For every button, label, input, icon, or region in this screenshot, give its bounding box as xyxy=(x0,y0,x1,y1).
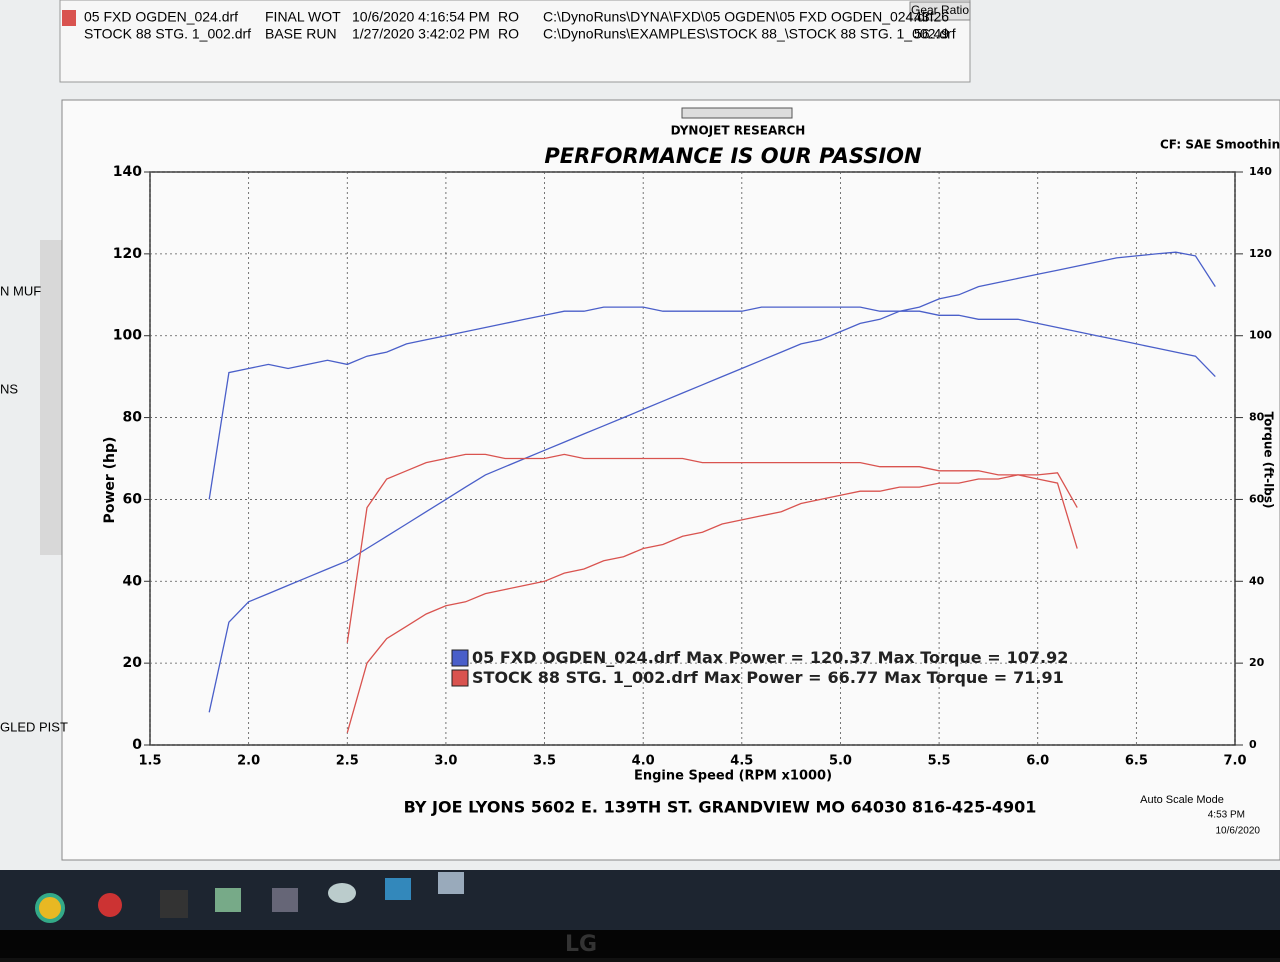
col-header: Gear Ratio xyxy=(911,3,969,17)
max-power: 120.37 xyxy=(810,648,872,667)
file-mode: RO xyxy=(498,9,519,25)
max-power: 66.77 xyxy=(828,668,879,687)
y-axis-title: Power (hp) xyxy=(102,437,118,524)
chart-panel xyxy=(61,99,1280,861)
app-icon[interactable] xyxy=(98,893,122,917)
x-tick-label: 2.0 xyxy=(237,754,260,769)
file-path: C:\DynoRuns\EXAMPLES\STOCK 88_\STOCK 88 … xyxy=(543,26,956,42)
x-tick-label: 3.5 xyxy=(533,754,556,769)
file-note: BASE RUN xyxy=(265,26,337,42)
x-tick-label: 2.5 xyxy=(336,754,359,769)
power-line xyxy=(346,472,1078,733)
app-icon[interactable] xyxy=(385,878,411,900)
app-icon[interactable] xyxy=(215,888,241,912)
file-mode: RO xyxy=(498,26,519,42)
side-label: N MUF xyxy=(0,283,41,298)
file-list xyxy=(59,0,971,83)
y-tick-label: 140 xyxy=(113,164,142,180)
brand: LG xyxy=(565,932,597,957)
app-icon[interactable] xyxy=(438,872,464,894)
clock-time: 4:53 PM xyxy=(1208,810,1245,821)
legend-name: 05 FXD OGDEN_024.drf xyxy=(472,648,681,667)
file-date: 1/27/2020 3:42:02 PM xyxy=(352,26,490,42)
legend-swatch xyxy=(451,669,469,687)
x-tick-label: 7.0 xyxy=(1223,754,1246,769)
file-color xyxy=(62,10,76,26)
y-tick-label: 0 xyxy=(132,737,142,753)
y2-tick-label: 120 xyxy=(1249,247,1272,260)
bezel xyxy=(0,930,1280,958)
y-tick-label: 60 xyxy=(123,491,143,507)
y2-tick-label: 140 xyxy=(1249,165,1272,178)
y2-tick-label: 60 xyxy=(1249,492,1265,505)
file-date: 10/6/2020 4:16:54 PM xyxy=(352,9,490,25)
power-line xyxy=(208,251,1216,713)
chrome-icon[interactable] xyxy=(35,893,65,923)
settings: CF: SAE Smoothing xyxy=(1160,138,1280,152)
file-name: 05 FXD OGDEN_024.drf xyxy=(84,9,238,25)
x-axis-title: Engine Speed (RPM x1000) xyxy=(634,769,832,784)
legend-name: STOCK 88 STG. 1_002.drf xyxy=(472,668,699,687)
footer: BY JOE LYONS 5602 E. 139TH ST. GRANDVIEW… xyxy=(404,798,1037,817)
x-tick-label: 3.0 xyxy=(434,754,457,769)
side-label: GLED PIST xyxy=(0,719,68,734)
status: Auto Scale Mode xyxy=(1140,794,1224,806)
side-label: NS xyxy=(0,381,18,396)
y2-tick-label: 20 xyxy=(1249,656,1265,669)
header-cell xyxy=(909,1,971,21)
x-tick-label: 5.5 xyxy=(928,754,951,769)
y-tick-label: 120 xyxy=(113,246,142,262)
legend-label: Max Power = xyxy=(686,648,804,667)
y-tick-label: 20 xyxy=(123,655,143,671)
legend-label: Max Power = xyxy=(704,668,822,687)
gear-ratio: 56.49 xyxy=(914,26,949,42)
y2-tick-label: 40 xyxy=(1249,574,1265,587)
y-tick-label: 40 xyxy=(123,573,143,589)
torque-line xyxy=(208,306,1216,500)
legend-swatch xyxy=(451,649,469,667)
chart-title: PERFORMANCE IS OUR PASSION xyxy=(544,144,922,168)
torque-line xyxy=(346,453,1078,643)
x-tick-label: 5.0 xyxy=(829,754,852,769)
legend-label: Max Torque = xyxy=(884,668,1007,687)
file-note: FINAL WOT xyxy=(265,9,341,25)
y-tick-label: 80 xyxy=(123,410,143,426)
gear-ratio: 43.26 xyxy=(914,9,949,25)
y-tick-label: 100 xyxy=(113,328,142,344)
clock-date: 10/6/2020 xyxy=(1216,826,1261,837)
x-tick-label: 4.0 xyxy=(632,754,655,769)
app-icon[interactable] xyxy=(272,888,298,912)
y2-tick-label: 80 xyxy=(1249,411,1265,424)
y2-axis-title: Torque (ft-lbs) xyxy=(1262,412,1276,509)
y2-tick-label: 100 xyxy=(1249,329,1272,342)
legend-entry: 05 FXD OGDEN_024.drf Max Power = 120.37 Max… xyxy=(472,648,1068,667)
app-icon[interactable] xyxy=(160,890,188,918)
app-icon[interactable] xyxy=(328,883,356,903)
y2-tick-label: 0 xyxy=(1249,738,1257,751)
x-tick-label: 6.5 xyxy=(1125,754,1148,769)
max-torque: 107.92 xyxy=(1007,648,1069,667)
handle xyxy=(681,107,793,119)
legend-entry: STOCK 88 STG. 1_002.drf Max Power = 66.77 M… xyxy=(472,668,1064,687)
legend-label: Max Torque = xyxy=(878,648,1001,667)
x-tick-label: 4.5 xyxy=(730,754,753,769)
x-tick-label: 1.5 xyxy=(138,754,161,769)
x-tick-label: 6.0 xyxy=(1026,754,1049,769)
file-path: C:\DynoRuns\DYNA\FXD\05 OGDEN\05 FXD OGD… xyxy=(543,9,934,25)
taskbar xyxy=(0,870,1280,930)
file-name: STOCK 88 STG. 1_002.drf xyxy=(84,26,251,42)
company: DYNOJET RESEARCH xyxy=(671,124,806,138)
max-torque: 71.91 xyxy=(1013,668,1064,687)
